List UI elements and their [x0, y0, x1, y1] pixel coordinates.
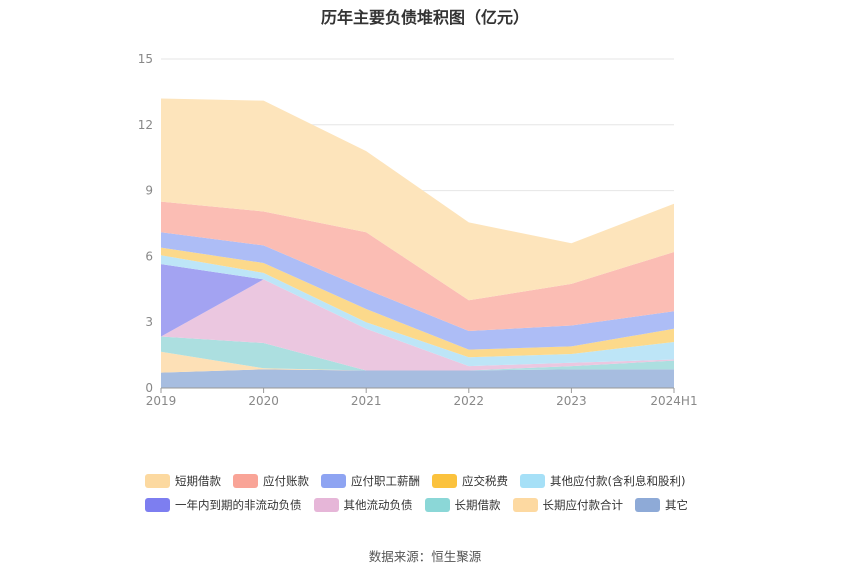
- legend-item[interactable]: 应付账款: [233, 473, 309, 489]
- area-series-4: [161, 264, 674, 367]
- legend-label: 其他应付款(含利息和股利): [550, 474, 686, 488]
- legend-swatch: [424, 498, 450, 512]
- data-source: 数据来源：恒生聚源: [368, 549, 482, 564]
- y-tick-label: 6: [145, 249, 153, 263]
- legend-label: 长期应付款合计: [542, 498, 624, 512]
- legend-label: 其它: [665, 498, 688, 512]
- legend-label: 其他流动负债: [343, 498, 413, 512]
- legend-item[interactable]: 一年内到期的非流动负债: [145, 497, 302, 513]
- area-series-7: [161, 232, 674, 350]
- x-tick-label: 2021: [351, 394, 382, 408]
- area-series-5: [161, 255, 674, 367]
- y-tick-label: 15: [138, 52, 153, 66]
- x-tick-label: 2020: [248, 394, 279, 408]
- legend-item[interactable]: 应交税费: [432, 473, 508, 489]
- axes: 0 3 6 9 12 15 2019 2020 2021 2022 2023 2024H1: [138, 52, 698, 408]
- legend-item[interactable]: 长期应付款合计: [512, 497, 624, 513]
- legend-item[interactable]: 长期借款: [424, 497, 501, 513]
- y-tick-label: 9: [145, 184, 153, 198]
- legend-label: 长期借款: [454, 498, 501, 512]
- area-series-0: [161, 369, 674, 388]
- legend-swatch: [145, 498, 170, 512]
- legend-swatch: [313, 498, 339, 512]
- legend-item[interactable]: 其它: [635, 497, 688, 513]
- y-tick-label: 3: [145, 315, 153, 329]
- legend-item[interactable]: 应付职工薪酬: [321, 473, 420, 489]
- legend-item[interactable]: 其他应付款(含利息和股利): [520, 473, 685, 489]
- legend-label: 应付账款: [263, 474, 309, 488]
- legend-row: 一年内到期的非流动负债 其他流动负债 长期借款 长期应付款合计 其它: [145, 494, 745, 516]
- legend-swatch: [321, 474, 346, 488]
- area-series-1: [161, 351, 674, 373]
- chart-title: 历年主要负债堆积图（亿元）: [320, 8, 529, 27]
- legend-swatch: [233, 474, 258, 488]
- legend-label: 应付职工薪酬: [351, 474, 420, 488]
- y-tick-label: 12: [138, 118, 153, 132]
- legend-swatch: [635, 498, 660, 512]
- x-tick-label: 2023: [556, 394, 587, 408]
- legend-row: 短期借款 应付账款 应付职工薪酬 应交税费 其他应付款(含利息和股利): [145, 470, 745, 492]
- legend-item[interactable]: 短期借款: [145, 473, 221, 489]
- legend-label: 一年内到期的非流动负债: [175, 498, 302, 512]
- area-series-2: [161, 336, 674, 371]
- x-tick-label: 2022: [454, 394, 485, 408]
- area-series-3: [161, 279, 674, 371]
- legend-label: 短期借款: [175, 474, 221, 488]
- legend-swatch: [520, 474, 545, 488]
- legend: 短期借款 应付账款 应付职工薪酬 应交税费 其他应付款(含利息和股利) 一年内到期的非流动…: [145, 470, 745, 518]
- x-tick-label: 2024H1: [650, 394, 697, 408]
- x-tick-label: 2019: [146, 394, 177, 408]
- area-series: [161, 98, 674, 388]
- area-series-8: [161, 201, 674, 331]
- legend-swatch: [512, 498, 538, 512]
- legend-swatch: [145, 474, 170, 488]
- area-series-9: [161, 98, 674, 301]
- legend-label: 应交税费: [462, 474, 508, 488]
- legend-item[interactable]: 其他流动负债: [313, 497, 413, 513]
- y-tick-label: 0: [145, 381, 153, 395]
- legend-swatch: [432, 474, 457, 488]
- area-series-6: [161, 247, 674, 358]
